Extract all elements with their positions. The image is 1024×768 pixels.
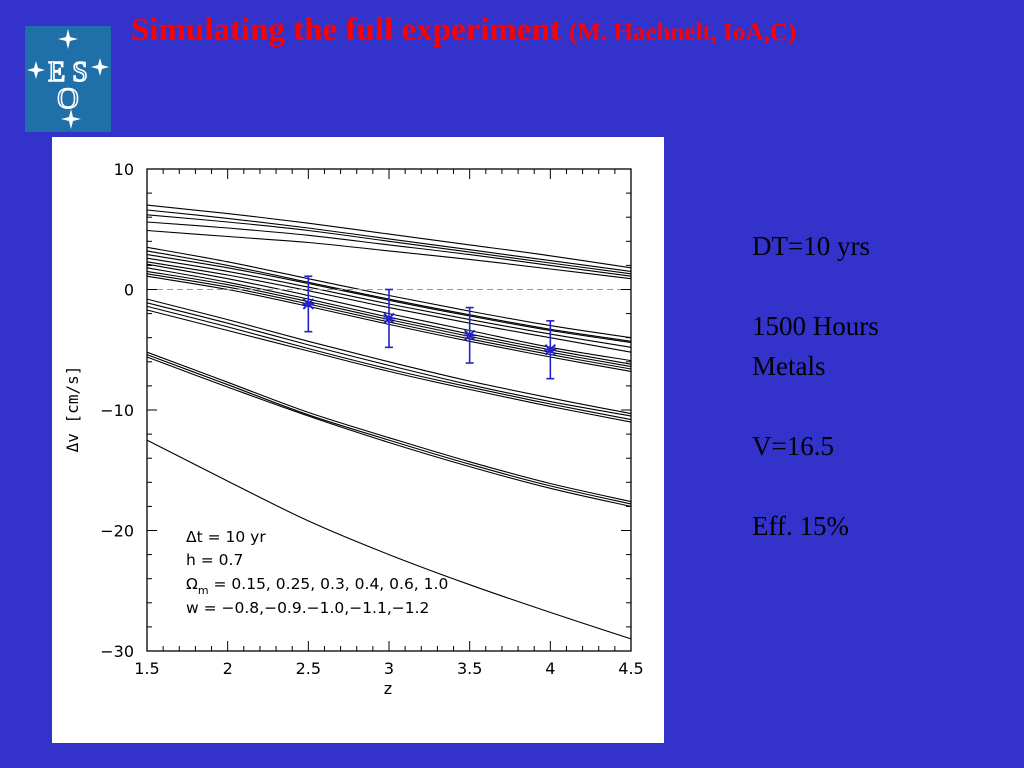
note-metals: Metals <box>752 351 826 381</box>
y-tick-label: −30 <box>100 642 134 661</box>
note-time-baseline: DT=10 yrs <box>752 231 870 261</box>
model-curve <box>146 439 632 640</box>
annotation-w: w = −0.8,−0.9.−1.0,−1.1,−1.2 <box>186 599 429 617</box>
y-tick-label: 10 <box>114 160 134 179</box>
x-tick-label: 4 <box>545 659 555 678</box>
annotation-omega-symbol: Ω <box>186 575 198 593</box>
annotation-dt: Δt = 10 yr <box>186 528 266 546</box>
model-curve <box>146 214 632 275</box>
annotation-omega-subscript: m <box>198 584 209 597</box>
y-tick-label: −10 <box>100 401 134 420</box>
note-magnitude: V=16.5 <box>752 431 834 461</box>
model-curve <box>146 305 632 421</box>
model-curve <box>146 298 632 415</box>
y-tick-label: 0 <box>124 281 134 300</box>
note-spacer <box>752 466 879 506</box>
annotation-omega-values: = 0.15, 0.25, 0.3, 0.4, 0.6, 1.0 <box>209 575 449 593</box>
x-tick-label: 2.5 <box>296 659 321 678</box>
slide-title-main: Simulating the full experiment <box>131 12 561 48</box>
model-curve <box>146 302 632 417</box>
model-curve <box>146 354 632 505</box>
model-curve <box>146 209 632 272</box>
annotation-omega: Ωm = 0.15, 0.25, 0.3, 0.4, 0.6, 1.0 <box>186 575 448 597</box>
model-curve <box>146 229 632 280</box>
x-tick-label: 4.5 <box>618 659 643 678</box>
note-efficiency: Eff. 15% <box>752 511 849 541</box>
x-tick-label: 2 <box>223 659 233 678</box>
eso-logo-letter-o: O <box>57 82 79 115</box>
y-tick-label: −20 <box>100 522 134 541</box>
chart-panel: 1.5 2 2.5 3 3.5 4 4.5 −30 −20 −10 0 10 z Δv [cm/s]… <box>52 137 664 743</box>
observation-notes: DT=10 yrs 1500 Hours Metals V=16.5 Eff. … <box>752 226 879 546</box>
note-spacer <box>752 266 879 306</box>
model-curve <box>146 309 632 423</box>
model-curve <box>146 204 632 269</box>
note-spacer <box>752 386 879 426</box>
velocity-drift-chart: 1.5 2 2.5 3 3.5 4 4.5 −30 −20 −10 0 10 z Δv [cm/s]… <box>63 160 644 698</box>
model-curves <box>146 204 632 640</box>
x-tick-labels: 1.5 2 2.5 3 3.5 4 4.5 <box>134 659 643 678</box>
parameter-annotation: Δt = 10 yr h = 0.7 Ωm = 0.15, 0.25, 0.3,… <box>186 528 448 617</box>
x-tick-label: 3.5 <box>457 659 482 678</box>
x-axis-label: z <box>384 679 392 698</box>
note-hours: 1500 Hours <box>752 311 879 341</box>
model-curve <box>146 351 632 503</box>
slide-title: Simulating the full experiment (M. Haehn… <box>131 12 796 49</box>
eso-logo-icon: E S O <box>27 29 109 129</box>
slide-title-author: (M. Haehnelt, IoA,C) <box>569 19 797 46</box>
model-curve <box>146 221 632 277</box>
x-tick-label: 1.5 <box>134 659 159 678</box>
eso-logo: E S O <box>25 26 111 132</box>
model-curve <box>146 356 632 507</box>
annotation-h: h = 0.7 <box>186 551 243 569</box>
x-tick-label: 3 <box>384 659 394 678</box>
y-tick-labels: −30 −20 −10 0 10 <box>100 160 134 661</box>
y-axis-label: Δv [cm/s] <box>63 366 82 453</box>
simulated-measurements <box>302 275 557 380</box>
eso-logo-letters: E S <box>48 57 88 88</box>
axis-ticks <box>146 168 632 652</box>
